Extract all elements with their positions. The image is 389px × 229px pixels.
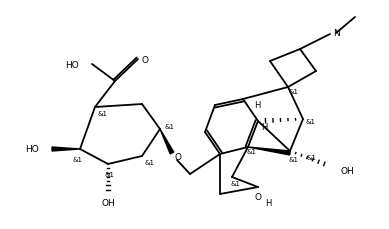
Text: OH: OH	[340, 167, 354, 176]
Text: &1: &1	[306, 118, 316, 124]
Text: &1: &1	[98, 111, 108, 117]
Text: &1: &1	[73, 156, 83, 162]
Text: HO: HO	[25, 145, 39, 154]
Text: O: O	[254, 193, 261, 202]
Text: N: N	[333, 28, 340, 37]
Text: &1: &1	[105, 171, 115, 177]
Text: HO: HO	[65, 60, 79, 69]
Text: O: O	[142, 55, 149, 64]
Polygon shape	[248, 147, 290, 155]
Polygon shape	[52, 147, 80, 151]
Text: &1: &1	[231, 180, 241, 186]
Text: &1: &1	[247, 148, 257, 154]
Text: H: H	[265, 199, 271, 208]
Text: H: H	[261, 122, 267, 131]
Text: &1: &1	[289, 89, 299, 95]
Text: &1: &1	[307, 154, 317, 160]
Polygon shape	[160, 129, 174, 154]
Text: &1: &1	[145, 159, 155, 165]
Text: OH: OH	[101, 199, 115, 208]
Text: H: H	[254, 101, 260, 110]
Text: &1: &1	[165, 123, 175, 129]
Text: O: O	[175, 153, 182, 162]
Text: &1: &1	[289, 156, 299, 162]
